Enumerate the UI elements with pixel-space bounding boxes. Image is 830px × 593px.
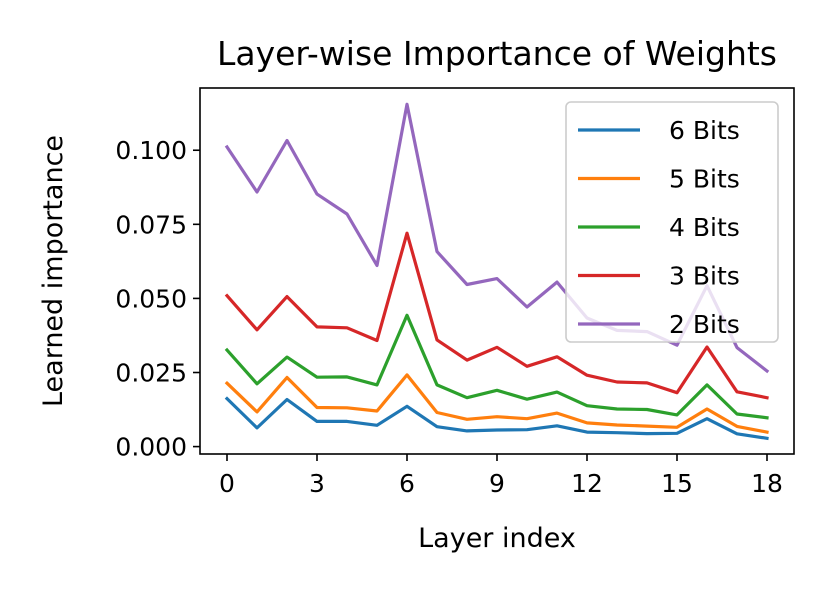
y-tick-label: 0.050 xyxy=(115,284,187,313)
legend: 6 Bits 5 Bits 4 Bits 3 Bits 2 Bits xyxy=(565,101,779,343)
x-tick-label: 0 xyxy=(219,469,235,498)
series-line-2-bits xyxy=(224,102,770,374)
x-tick-label: 15 xyxy=(661,469,693,498)
x-axis: 0 3 6 9 12 15 18 xyxy=(219,454,783,498)
legend-label-4-bits: 4 Bits xyxy=(669,213,740,242)
series-line-5-bits xyxy=(224,373,769,434)
y-axis-label: Learned importance xyxy=(38,135,69,407)
y-axis: 0.000 0.025 0.050 0.075 0.100 xyxy=(115,136,200,462)
legend-label-6-bits: 6 Bits xyxy=(669,116,740,145)
y-tick-label: 0.100 xyxy=(115,136,187,165)
legend-label-2-bits: 2 Bits xyxy=(669,310,740,339)
y-tick-label: 0.000 xyxy=(115,433,187,462)
x-axis-label: Layer index xyxy=(418,523,576,554)
legend-label-3-bits: 3 Bits xyxy=(669,262,740,291)
chart-title: Layer-wise Importance of Weights xyxy=(217,34,777,73)
legend-box xyxy=(565,101,779,343)
x-tick-label: 12 xyxy=(571,469,603,498)
series-layer xyxy=(224,102,770,441)
x-tick-label: 3 xyxy=(309,469,325,498)
y-tick-label: 0.025 xyxy=(115,359,187,388)
y-tick-label: 0.075 xyxy=(115,210,187,239)
series-line-6-bits xyxy=(224,396,769,441)
series-line-3-bits xyxy=(224,231,769,400)
legend-label-5-bits: 5 Bits xyxy=(669,165,740,194)
series-line-4-bits xyxy=(224,313,769,420)
x-tick-label: 9 xyxy=(489,469,505,498)
x-tick-label: 18 xyxy=(751,469,783,498)
x-tick-label: 6 xyxy=(399,469,415,498)
